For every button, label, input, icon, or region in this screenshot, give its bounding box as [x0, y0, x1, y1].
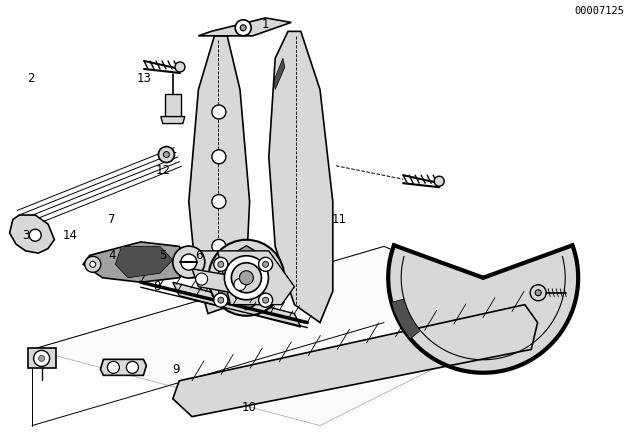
Circle shape — [90, 261, 96, 267]
Polygon shape — [270, 260, 282, 291]
Polygon shape — [186, 251, 237, 278]
Circle shape — [236, 20, 252, 36]
Circle shape — [212, 194, 226, 209]
Circle shape — [175, 62, 185, 72]
Circle shape — [212, 239, 226, 254]
Circle shape — [434, 176, 444, 186]
Polygon shape — [269, 31, 333, 323]
Polygon shape — [165, 94, 181, 116]
Circle shape — [214, 293, 228, 307]
Polygon shape — [192, 269, 250, 296]
Polygon shape — [32, 246, 544, 426]
Text: 8: 8 — [153, 280, 161, 293]
Circle shape — [240, 25, 246, 31]
Circle shape — [34, 350, 50, 366]
Circle shape — [214, 257, 228, 271]
Polygon shape — [274, 58, 285, 90]
Circle shape — [259, 293, 273, 307]
Polygon shape — [173, 305, 538, 417]
Text: 2: 2 — [27, 72, 35, 85]
Polygon shape — [10, 215, 54, 253]
Circle shape — [180, 254, 197, 270]
Circle shape — [173, 246, 205, 278]
Circle shape — [262, 297, 269, 303]
Polygon shape — [198, 18, 291, 36]
Circle shape — [225, 256, 268, 300]
Circle shape — [196, 273, 207, 285]
Text: 13: 13 — [136, 72, 152, 85]
Polygon shape — [218, 251, 294, 305]
Circle shape — [259, 257, 273, 271]
Circle shape — [535, 290, 541, 296]
Circle shape — [212, 150, 226, 164]
Text: 4: 4 — [108, 249, 116, 262]
Text: 1: 1 — [262, 18, 269, 31]
Polygon shape — [392, 299, 420, 339]
Circle shape — [108, 362, 120, 373]
Text: 14: 14 — [63, 228, 78, 242]
Polygon shape — [161, 116, 185, 124]
Circle shape — [239, 271, 253, 285]
Text: 3: 3 — [22, 228, 29, 242]
Circle shape — [218, 261, 224, 267]
Text: 9: 9 — [172, 363, 180, 376]
Circle shape — [262, 261, 269, 267]
Text: 12: 12 — [156, 164, 171, 177]
Circle shape — [234, 279, 246, 290]
Text: 6: 6 — [195, 249, 202, 262]
Polygon shape — [28, 349, 56, 368]
Text: 10: 10 — [242, 401, 257, 414]
Text: 5: 5 — [159, 249, 167, 262]
Text: 00007125: 00007125 — [574, 6, 624, 16]
Polygon shape — [83, 242, 192, 282]
Polygon shape — [100, 359, 147, 375]
Circle shape — [218, 297, 224, 303]
Polygon shape — [388, 245, 578, 373]
Polygon shape — [219, 246, 274, 310]
Circle shape — [38, 355, 45, 362]
Polygon shape — [115, 246, 173, 278]
Circle shape — [84, 256, 101, 272]
Circle shape — [158, 146, 174, 163]
Text: 7: 7 — [108, 213, 116, 226]
Polygon shape — [173, 282, 301, 327]
Circle shape — [530, 285, 546, 301]
Text: 11: 11 — [332, 213, 347, 226]
Circle shape — [127, 362, 138, 373]
Polygon shape — [189, 36, 250, 314]
Circle shape — [232, 263, 261, 293]
Circle shape — [209, 240, 284, 316]
Circle shape — [212, 105, 226, 119]
Circle shape — [29, 229, 41, 241]
Circle shape — [163, 151, 170, 158]
